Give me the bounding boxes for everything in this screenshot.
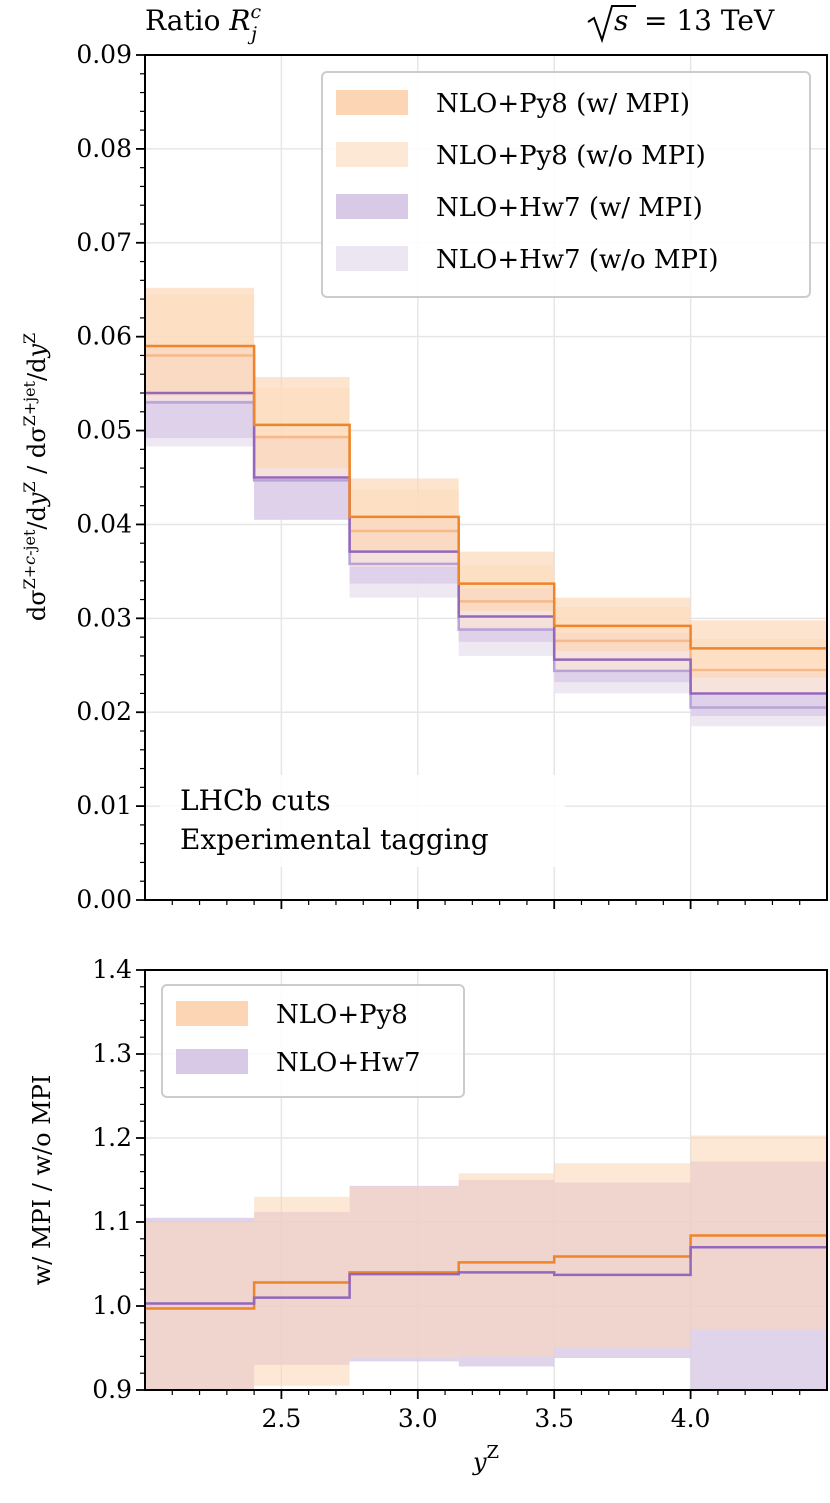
- annotation-line-1: LHCb cuts: [180, 784, 331, 817]
- legend-label: NLO+Py8 (w/ MPI): [436, 89, 690, 119]
- band-segment: [458, 1173, 555, 1357]
- main-lines: [145, 344, 827, 709]
- y-tick-label: 0.05: [76, 416, 132, 445]
- band-segment: [349, 478, 459, 553]
- annotation-box: LHCb cuts Experimental tagging: [160, 775, 565, 867]
- x-tick-label: 3.0: [398, 1404, 438, 1433]
- band-segment: [254, 377, 350, 469]
- x-tick-label: 3.5: [534, 1404, 574, 1433]
- x-tick-label: 4.0: [671, 1404, 711, 1433]
- legend-label: NLO+Py8: [276, 1000, 408, 1030]
- legend-swatch: [336, 246, 408, 271]
- y-tick-label: 0.06: [76, 322, 132, 351]
- main-y-ticks: 0.00 0.01 0.02 0.03 0.04 0.05 0.06 0.07 0.08 0.09: [76, 40, 145, 914]
- ratio-x-ticks: 2.5 3.0 3.5 4.0: [171, 1390, 801, 1433]
- series-line: [145, 344, 827, 650]
- y-tick-label: 0.00: [76, 885, 132, 914]
- legend-label: NLO+Hw7 (w/ MPI): [436, 193, 703, 223]
- ratio-legend: NLO+Py8 NLO+Hw7: [161, 984, 465, 1098]
- y-tick-label: 1.0: [92, 1291, 132, 1320]
- legend-swatch: [176, 1001, 248, 1026]
- y-tick-label: 0.07: [76, 228, 132, 257]
- band-segment: [254, 1196, 350, 1386]
- main-bands: [145, 287, 827, 727]
- y-tick-label: 0.02: [76, 697, 132, 726]
- svg-text:= 13 TeV: = 13 TeV: [644, 4, 775, 37]
- x-tick-label: 2.5: [262, 1404, 302, 1433]
- legend-label: NLO+Py8 (w/o MPI): [436, 141, 706, 171]
- y-tick-label: 0.03: [76, 603, 132, 632]
- y-tick-label: 1.1: [92, 1207, 132, 1236]
- legend-swatch: [336, 194, 408, 219]
- main-legend: NLO+Py8 (w/ MPI) NLO+Py8 (w/o MPI) NLO+Hw7…: [321, 71, 811, 298]
- legend-swatch: [336, 142, 408, 167]
- y-tick-label: 0.04: [76, 509, 132, 538]
- legend-swatch: [176, 1049, 248, 1074]
- annotation-line-2: Experimental tagging: [180, 823, 489, 856]
- y-tick-label: 1.3: [92, 1039, 132, 1068]
- y-tick-label: 0.08: [76, 134, 132, 163]
- sqrt-symbol-icon: [587, 5, 636, 44]
- band-segment: [145, 287, 255, 396]
- ratio-panel: NLO+Py8 NLO+Hw7 0.9 1.0 1.1 1.2 1.3 1.4 2.5 3.0…: [28, 955, 828, 1476]
- series-line: [145, 1245, 827, 1305]
- band-segment: [554, 597, 691, 652]
- ratio-y-ticks: 0.9 1.0 1.1 1.2 1.3 1.4: [92, 955, 145, 1404]
- y-tick-label: 0.09: [76, 40, 132, 69]
- ratio-x-axis-label: yZ: [472, 1442, 499, 1476]
- y-tick-label: 0.9: [92, 1375, 132, 1404]
- panel-title-left: Ratio Rc j: [145, 1, 261, 45]
- main-panel: LHCb cuts Experimental tagging NLO+Py8 (…: [20, 40, 828, 914]
- legend-label: NLO+Hw7 (w/o MPI): [436, 245, 718, 275]
- y-tick-label: 1.2: [92, 1123, 132, 1152]
- legend-swatch: [336, 90, 408, 115]
- ratio-y-axis-label: w/ MPI / w/o MPI: [28, 1075, 56, 1286]
- ratio-lines: [145, 1234, 827, 1310]
- main-y-axis-label: dσZ+c-jet/dyZ / dσZ+jet/dyZ: [20, 333, 51, 621]
- svg-text:s: s: [614, 4, 628, 37]
- y-tick-label: 1.4: [92, 955, 132, 984]
- y-tick-label: 0.01: [76, 791, 132, 820]
- main-x-ticks: [171, 900, 801, 909]
- band-segment: [690, 1135, 827, 1330]
- panel-title-right: s = 13 TeV: [587, 4, 775, 44]
- legend-label: NLO+Hw7: [276, 1048, 421, 1078]
- legend-frame: [321, 71, 811, 298]
- band-segment: [145, 1222, 255, 1390]
